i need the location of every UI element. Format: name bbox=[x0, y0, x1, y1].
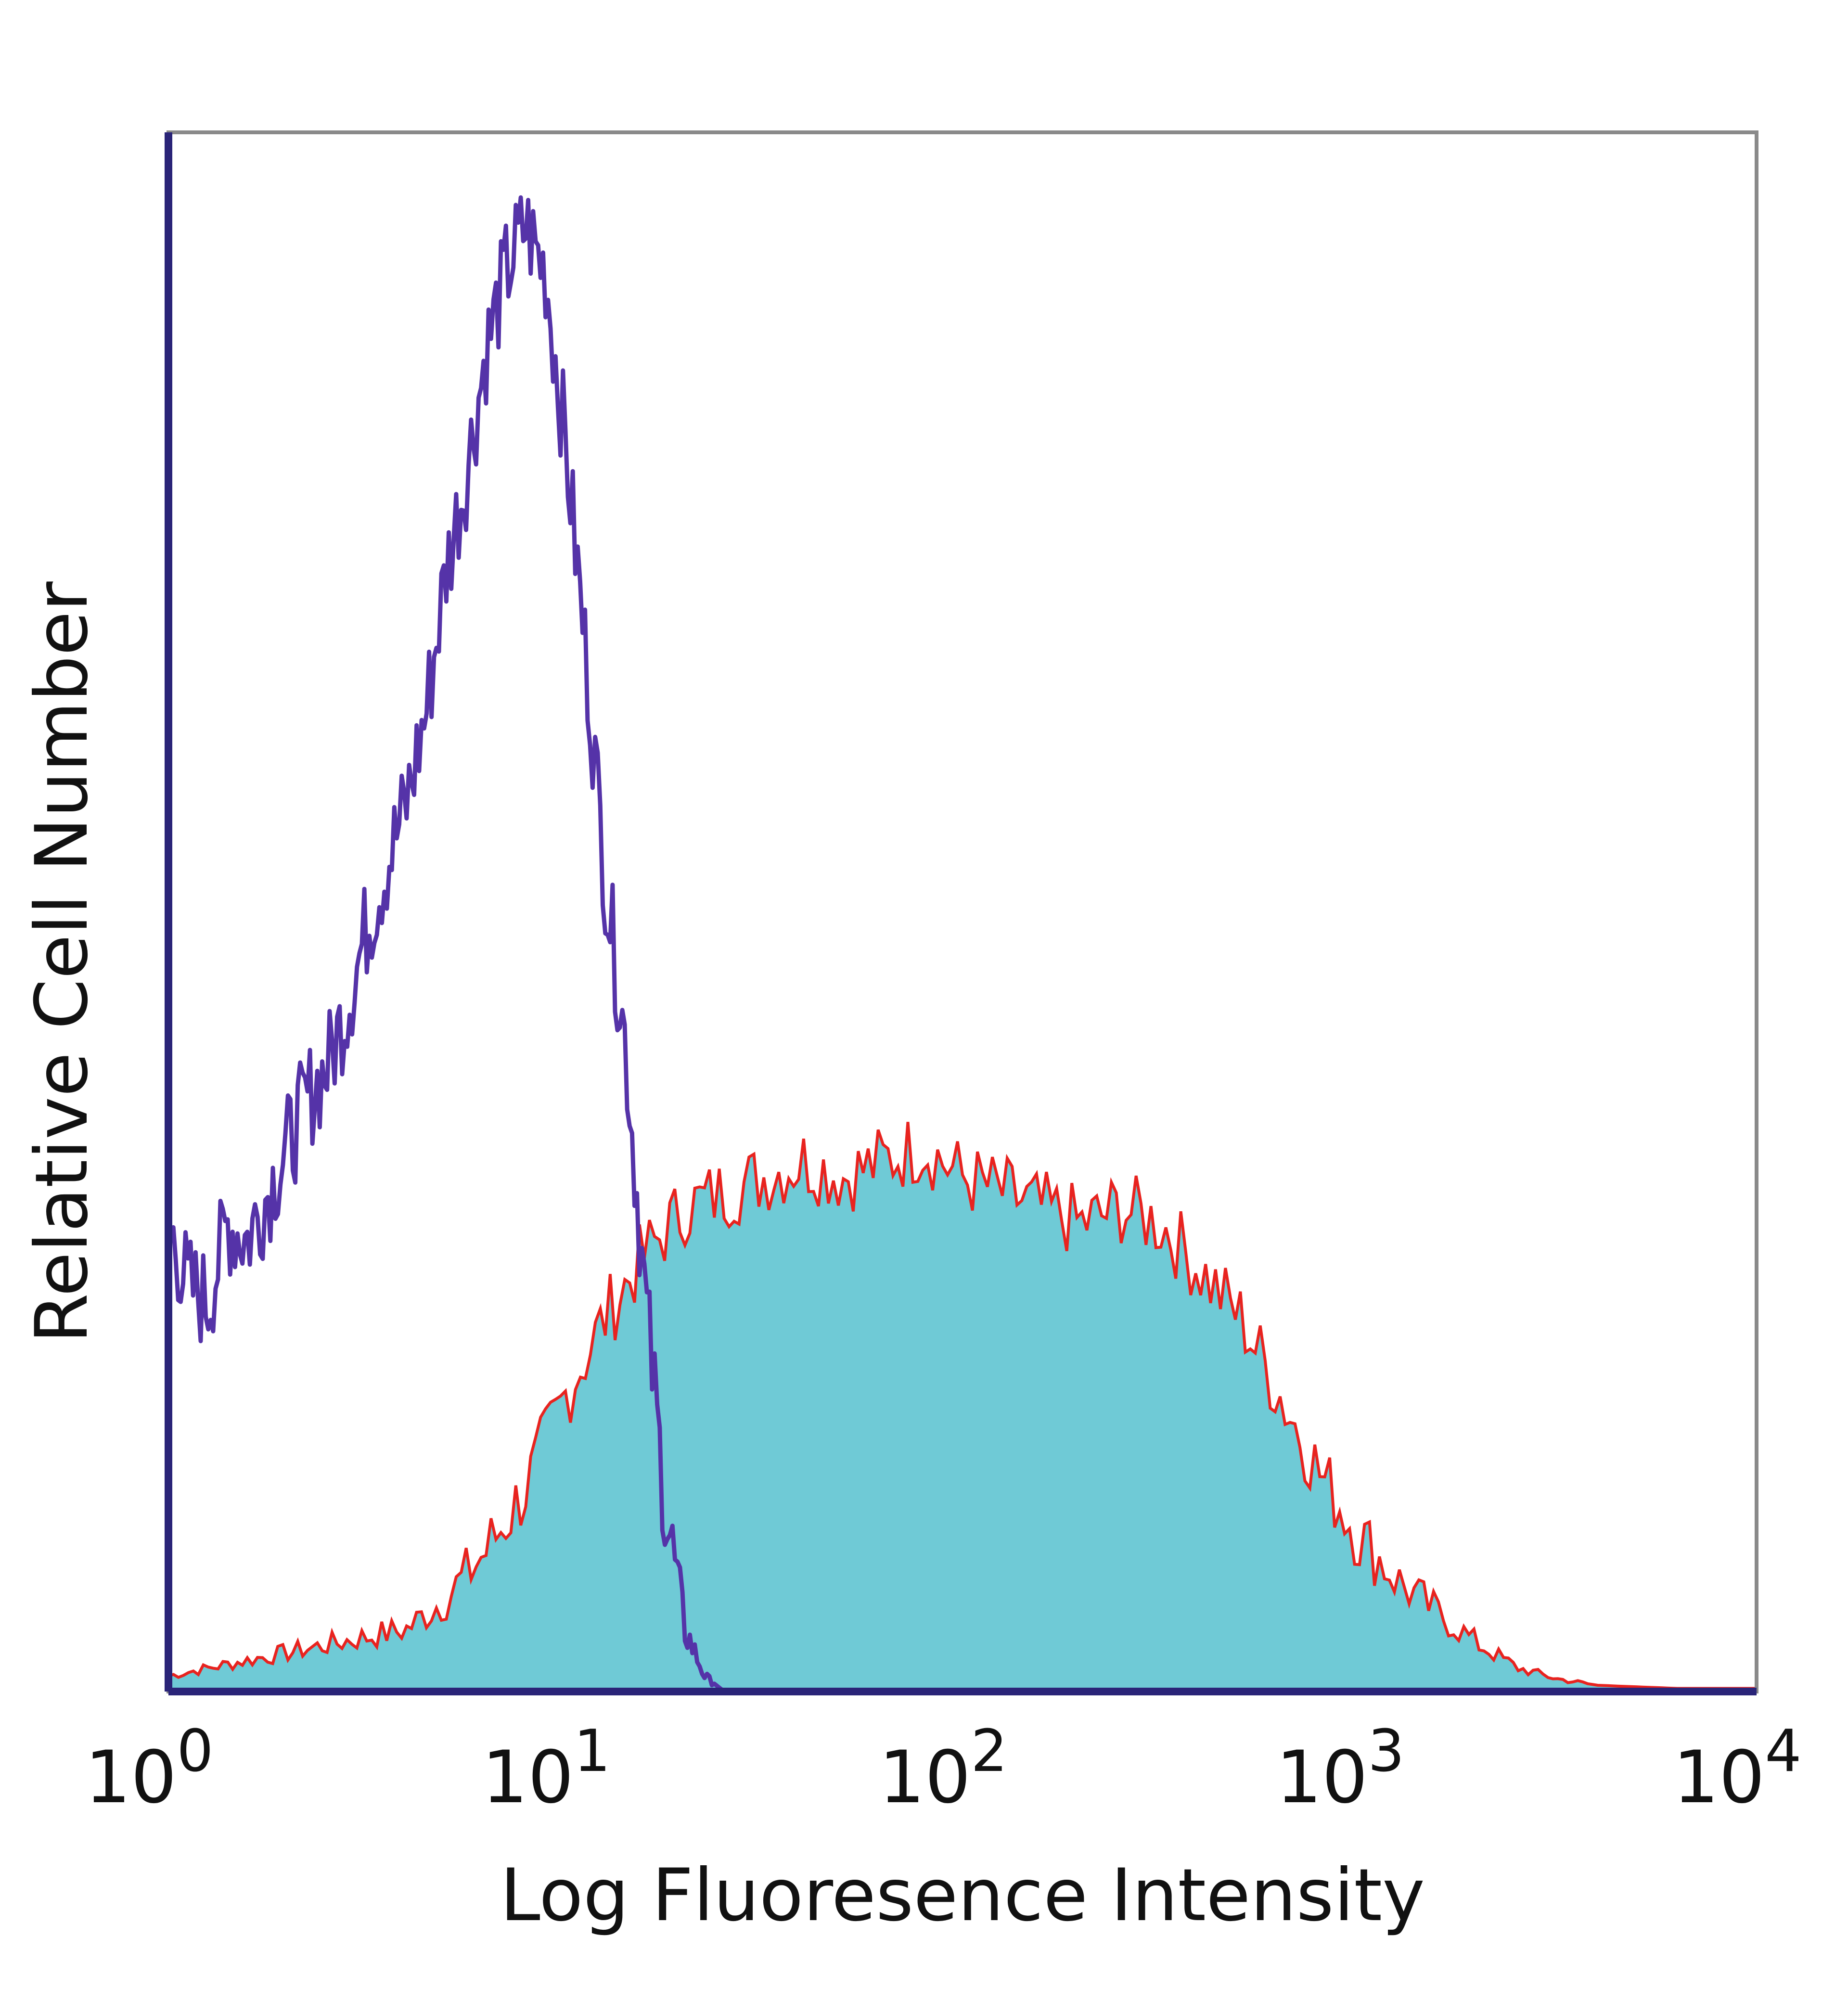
isotype-histogram-line bbox=[166, 195, 744, 1694]
stained-histogram-edge bbox=[168, 1122, 1757, 1690]
x-tick-label: 104 bbox=[1673, 1718, 1801, 1820]
x-tick-label: 103 bbox=[1276, 1718, 1404, 1820]
x-tick-exponent: 0 bbox=[177, 1718, 213, 1785]
x-tick-label: 102 bbox=[879, 1718, 1007, 1820]
x-tick-labels: 100 101 102 103 104 bbox=[85, 1718, 1801, 1820]
x-tick-base: 10 bbox=[879, 1736, 971, 1820]
x-tick-base: 10 bbox=[482, 1736, 574, 1820]
x-tick-base: 10 bbox=[1673, 1736, 1765, 1820]
x-tick-exponent: 3 bbox=[1368, 1718, 1404, 1785]
x-tick-exponent: 1 bbox=[574, 1718, 610, 1785]
x-tick-label: 101 bbox=[482, 1718, 610, 1820]
x-tick-exponent: 4 bbox=[1765, 1718, 1801, 1785]
series-layer bbox=[166, 195, 1757, 1694]
x-tick-base: 10 bbox=[1276, 1736, 1368, 1820]
x-tick-label: 100 bbox=[85, 1718, 213, 1820]
y-axis-title: Relative Cell Number bbox=[20, 581, 104, 1344]
x-tick-exponent: 2 bbox=[971, 1718, 1007, 1785]
x-axis-title: Log Fluoresence Intensity bbox=[500, 1854, 1425, 1937]
stained-histogram-fill bbox=[168, 1122, 1757, 1692]
x-tick-base: 10 bbox=[85, 1736, 177, 1820]
